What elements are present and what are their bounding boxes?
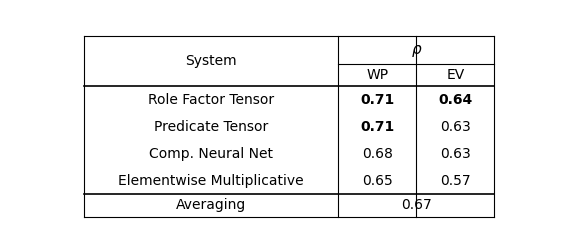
Text: Comp. Neural Net: Comp. Neural Net: [149, 147, 273, 161]
Text: Elementwise Multiplicative: Elementwise Multiplicative: [118, 174, 304, 188]
Text: 0.64: 0.64: [438, 93, 473, 107]
Text: 0.57: 0.57: [440, 174, 471, 188]
Text: Predicate Tensor: Predicate Tensor: [154, 120, 268, 134]
Text: System: System: [185, 54, 237, 68]
Text: 0.63: 0.63: [440, 147, 471, 161]
Text: ρ: ρ: [412, 42, 421, 57]
Text: 0.65: 0.65: [362, 174, 393, 188]
Text: EV: EV: [446, 68, 465, 82]
Text: 0.71: 0.71: [360, 120, 394, 134]
Text: 0.63: 0.63: [440, 120, 471, 134]
Text: 0.68: 0.68: [362, 147, 393, 161]
Text: Averaging: Averaging: [176, 198, 246, 212]
Text: 0.71: 0.71: [360, 93, 394, 107]
Text: 0.67: 0.67: [401, 198, 432, 212]
Text: Role Factor Tensor: Role Factor Tensor: [148, 93, 274, 107]
Text: WP: WP: [367, 68, 389, 82]
